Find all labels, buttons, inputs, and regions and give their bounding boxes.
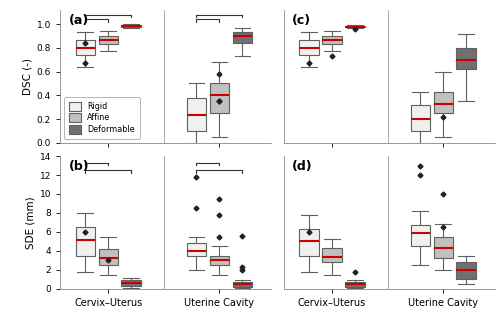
Y-axis label: DSC (-): DSC (-) <box>22 58 32 95</box>
Legend: Rigid, Affine, Deformable: Rigid, Affine, Deformable <box>64 97 140 139</box>
FancyBboxPatch shape <box>456 48 475 69</box>
Text: (a): (a) <box>68 14 88 27</box>
FancyBboxPatch shape <box>434 237 453 258</box>
FancyBboxPatch shape <box>322 248 342 262</box>
FancyBboxPatch shape <box>186 243 206 256</box>
FancyBboxPatch shape <box>300 40 318 55</box>
FancyBboxPatch shape <box>346 282 364 287</box>
FancyBboxPatch shape <box>232 33 252 43</box>
FancyBboxPatch shape <box>434 92 453 113</box>
Text: (b): (b) <box>68 160 89 173</box>
FancyBboxPatch shape <box>346 26 364 27</box>
FancyBboxPatch shape <box>122 25 141 27</box>
FancyBboxPatch shape <box>210 256 229 265</box>
FancyBboxPatch shape <box>98 36 118 44</box>
FancyBboxPatch shape <box>186 98 206 131</box>
FancyBboxPatch shape <box>410 105 430 131</box>
FancyBboxPatch shape <box>210 83 229 113</box>
FancyBboxPatch shape <box>410 225 430 246</box>
FancyBboxPatch shape <box>322 36 342 44</box>
FancyBboxPatch shape <box>98 249 118 265</box>
FancyBboxPatch shape <box>76 227 95 256</box>
Y-axis label: SDE (mm): SDE (mm) <box>26 196 36 249</box>
FancyBboxPatch shape <box>232 282 252 287</box>
FancyBboxPatch shape <box>300 229 318 256</box>
FancyBboxPatch shape <box>76 40 95 55</box>
FancyBboxPatch shape <box>122 280 141 286</box>
Text: (c): (c) <box>292 14 312 27</box>
FancyBboxPatch shape <box>456 262 475 279</box>
Text: (d): (d) <box>292 160 313 173</box>
